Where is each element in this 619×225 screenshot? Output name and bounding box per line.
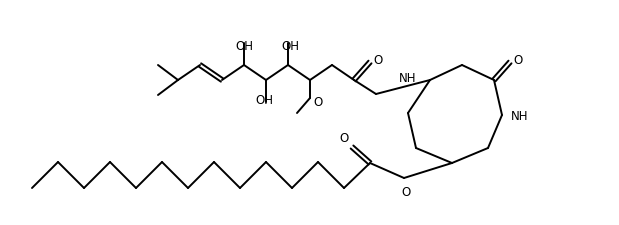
Text: OH: OH (281, 40, 299, 54)
Text: O: O (513, 54, 522, 67)
Text: OH: OH (255, 94, 273, 106)
Text: O: O (313, 97, 322, 110)
Text: OH: OH (235, 40, 253, 54)
Text: O: O (373, 54, 383, 67)
Text: NH: NH (399, 72, 417, 86)
Text: O: O (401, 185, 410, 198)
Text: NH: NH (511, 110, 529, 124)
Text: O: O (339, 133, 348, 146)
